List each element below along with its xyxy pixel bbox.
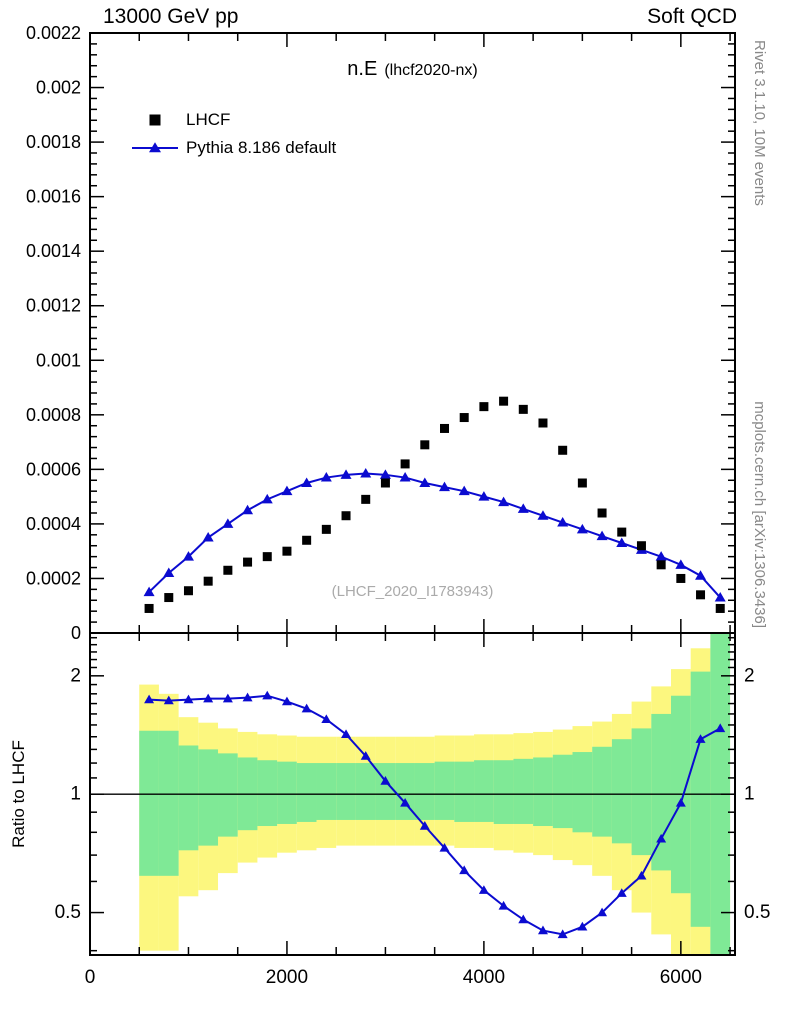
observable-name: n.E (347, 58, 378, 80)
ytick-label: 0.0002 (26, 568, 81, 588)
ytick-label: 0.0018 (26, 132, 81, 152)
ytick-label: 0 (71, 623, 81, 643)
observable-title: n.E (lhcf2020-nx) (90, 58, 735, 81)
ratio-axis-label: Ratio to LHCF (9, 740, 28, 848)
triangle-marker-icon (149, 142, 161, 153)
axis-ticks (89, 32, 735, 955)
ratio-ytick-label-left: 0.5 (55, 902, 81, 923)
ytick-label: 0.001 (36, 350, 81, 370)
ratio-panel-frame (89, 632, 736, 956)
beam-energy-label: 13000 GeV pp (103, 5, 239, 28)
legend-label-pythia: Pythia 8.186 default (186, 138, 337, 157)
ratio-ytick-label-left: 2 (70, 665, 81, 686)
rivet-version-label: Rivet 3.1.10, 10M events (751, 40, 768, 206)
lhcf-markers (144, 396, 725, 613)
pythia-markers (143, 467, 726, 602)
ytick-label: 0.0004 (26, 514, 81, 534)
legend-marker (132, 134, 178, 162)
xtick-label: 2000 (266, 967, 308, 988)
legend: LHCF Pythia 8.186 default (132, 106, 336, 162)
ratio-line (149, 694, 721, 936)
ytick-label: 0.0006 (26, 459, 81, 479)
legend-label-lhcf: LHCF (186, 110, 231, 129)
legend-item-pythia: Pythia 8.186 default (132, 134, 336, 162)
ratio-ytick-label-right: 2 (744, 665, 755, 686)
square-marker-icon (149, 114, 161, 126)
ratio-markers (144, 690, 726, 939)
pythia-line (148, 472, 721, 599)
ratio-ytick-label-right: 1 (744, 784, 755, 805)
xtick-label: 4000 (463, 967, 505, 988)
mcplots-credit-label: mcplots.cern.ch [arXiv:1306.3436] (751, 401, 768, 628)
axis-tick-labels: 0 0.0002 0.0004 0.0006 0.0008 0.001 0.0012 0.00… (26, 23, 770, 988)
ytick-label: 0.0008 (26, 405, 81, 425)
ratio-ytick-label-left: 1 (70, 784, 81, 805)
xtick-label: 0 (85, 967, 96, 988)
ratio-ytick-label-right: 0.5 (744, 902, 770, 923)
ytick-label: 0.002 (36, 78, 81, 98)
ytick-label: 0.0012 (26, 296, 81, 316)
analysis-id-watermark: (LHCF_2020_I1783943) (331, 583, 494, 600)
xtick-label: 6000 (660, 967, 702, 988)
ytick-label: 0.0014 (26, 241, 81, 261)
legend-marker (132, 106, 178, 134)
process-group-label: Soft QCD (647, 5, 737, 28)
observable-id: (lhcf2020-nx) (384, 62, 478, 79)
legend-item-lhcf: LHCF (132, 106, 336, 134)
ytick-label: 0.0022 (26, 23, 81, 43)
ytick-label: 0.0016 (26, 187, 81, 207)
